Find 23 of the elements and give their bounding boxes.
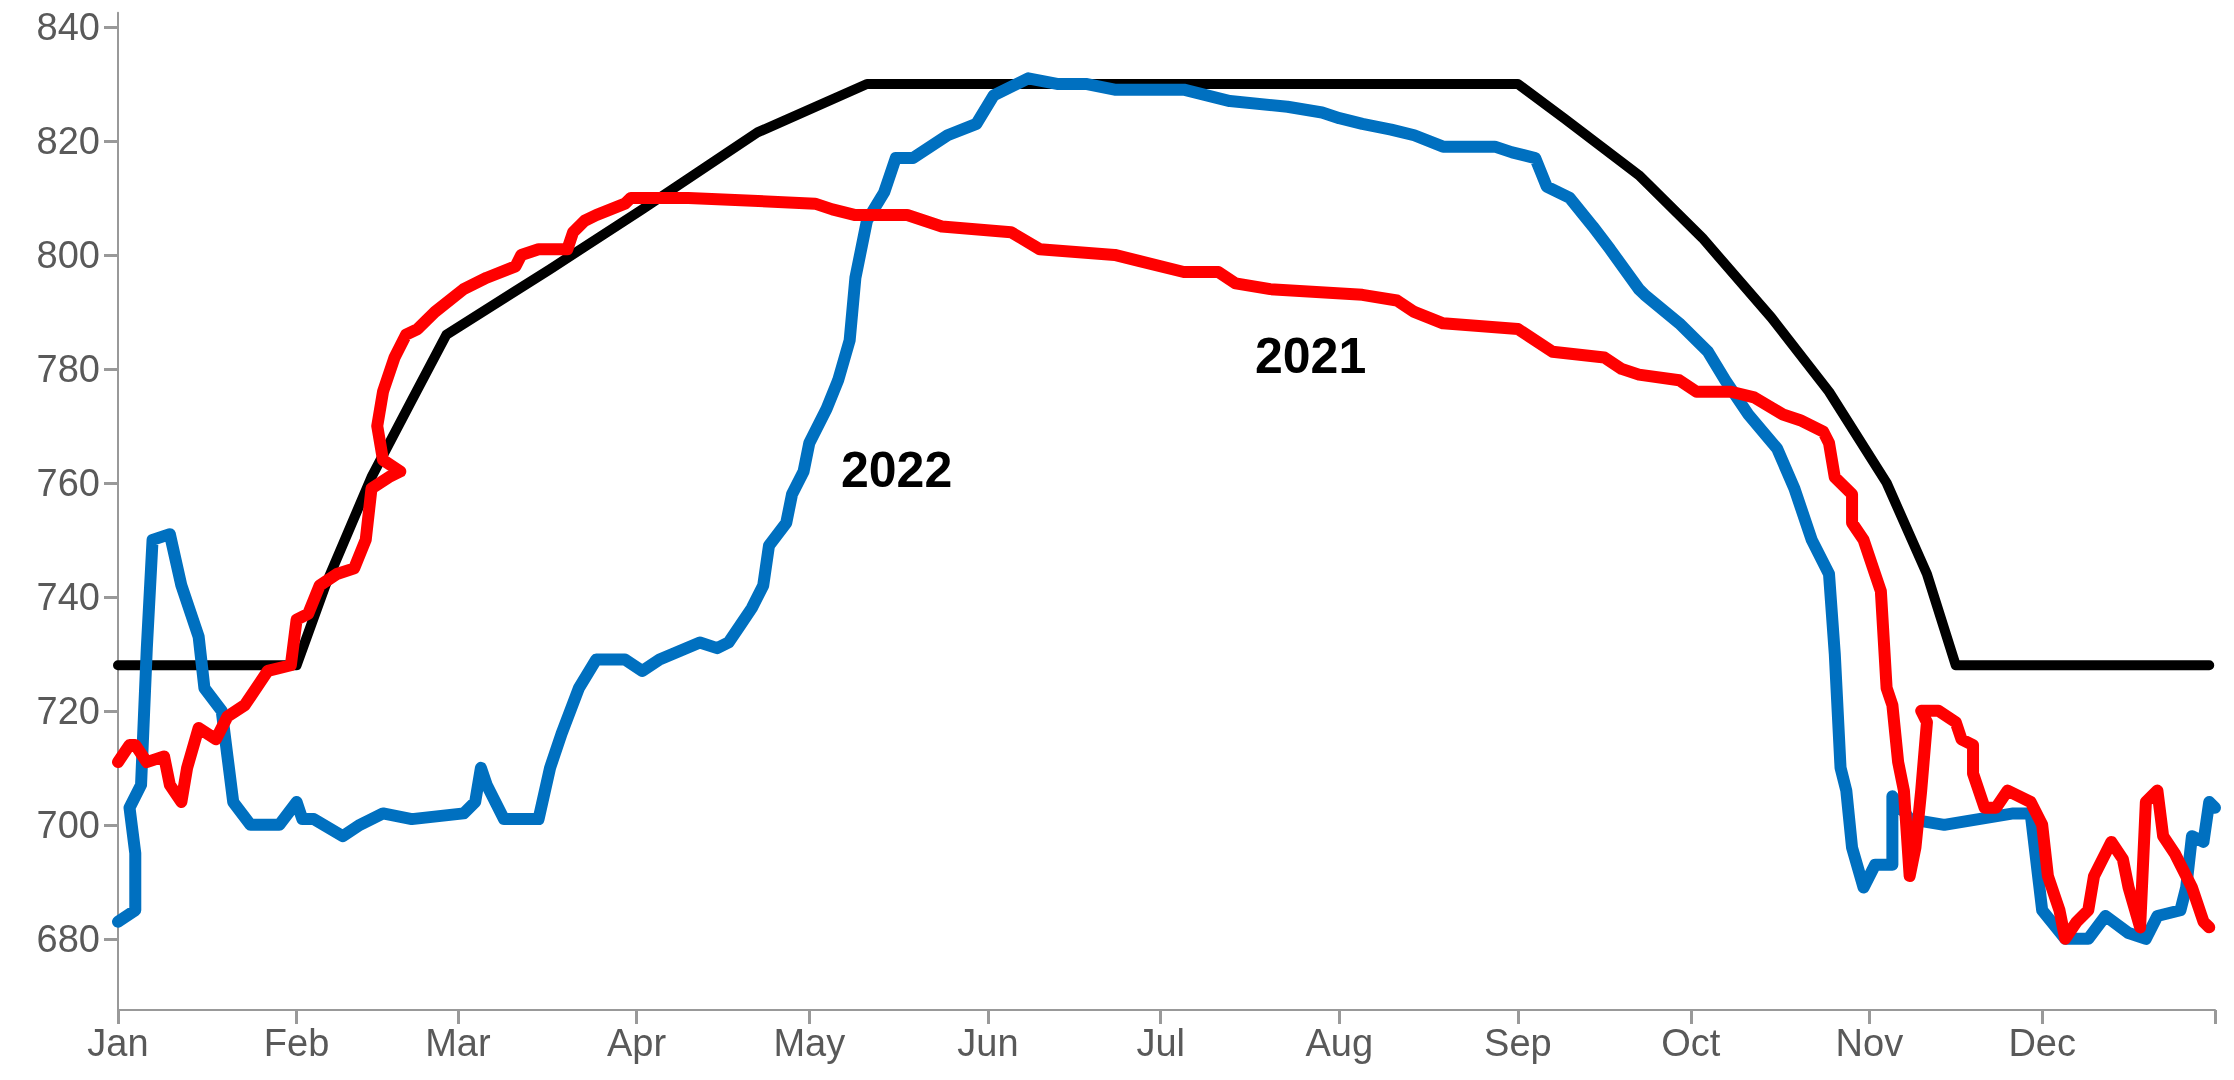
x-tick-label: Mar	[425, 1022, 491, 1064]
y-tick-label: 760	[36, 461, 100, 504]
x-tick-label: Jan	[87, 1022, 149, 1064]
y-tick-label: 700	[36, 803, 100, 846]
y-tick-label: 780	[36, 347, 100, 390]
x-tick-label: Aug	[1305, 1022, 1374, 1064]
y-tick-label: 680	[36, 917, 100, 960]
y-tick-label: 840	[36, 6, 100, 48]
x-tick-label: May	[773, 1022, 846, 1064]
y-tick-label: 820	[36, 119, 100, 162]
y-tick-label: 740	[36, 575, 100, 618]
x-tick-label: Dec	[2008, 1022, 2076, 1064]
series-label: 2022	[841, 442, 953, 498]
series-label: 2021	[1255, 328, 1367, 384]
x-tick-label: Feb	[263, 1022, 330, 1064]
x-tick-label: Sep	[1484, 1022, 1552, 1064]
x-tick-label: Apr	[606, 1022, 667, 1064]
x-tick-label: Jun	[957, 1022, 1019, 1064]
y-tick-label: 800	[36, 233, 100, 276]
x-tick-label: Nov	[1835, 1022, 1904, 1064]
x-tick-label: Oct	[1661, 1022, 1721, 1064]
x-tick-label: Jul	[1136, 1022, 1186, 1064]
y-tick-label: 720	[36, 689, 100, 732]
